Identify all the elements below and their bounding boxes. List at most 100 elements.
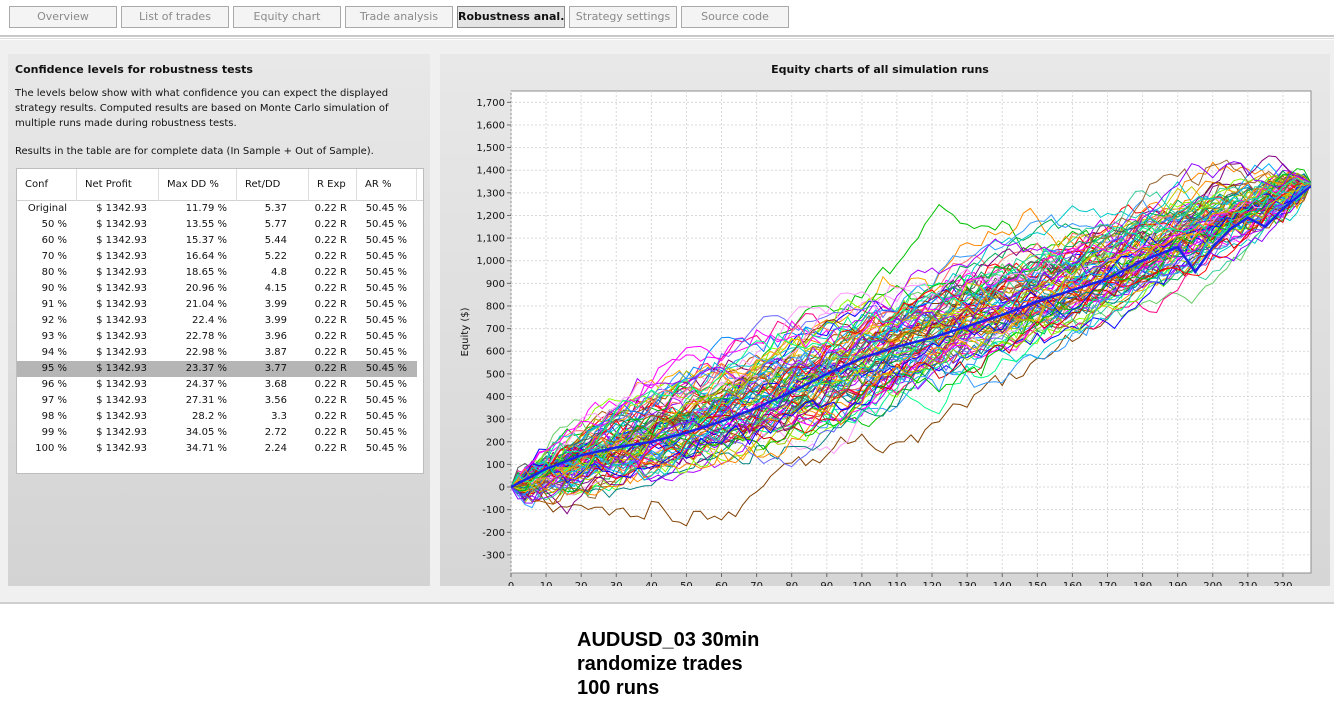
table-row[interactable]: 96 % $ 1342.93 24.37 % 3.68 0.22 R 50.45 % xyxy=(17,377,417,393)
x-tick-label: 190 xyxy=(1168,581,1187,586)
table-cell: 3.56 xyxy=(264,395,287,406)
table-row[interactable]: 91 % $ 1342.93 21.04 % 3.99 0.22 R 50.45 % xyxy=(17,297,417,313)
simulation-run-line xyxy=(511,174,1311,491)
simulation-run-line xyxy=(511,178,1311,488)
table-row[interactable]: 93 % $ 1342.93 22.78 % 3.96 0.22 R 50.45 % xyxy=(17,329,417,345)
x-tick-label: 130 xyxy=(958,581,977,586)
table-cell: 5.44 xyxy=(264,235,287,246)
simulation-run-line xyxy=(511,177,1311,488)
table-cell: 0.22 R xyxy=(314,267,347,278)
tab-trade-analysis[interactable]: Trade analysis xyxy=(345,6,453,28)
x-tick-label: 220 xyxy=(1273,581,1292,586)
table-cell: 23.37 % xyxy=(185,363,227,374)
caption: AUDUSD_03 30min randomize trades 100 run… xyxy=(577,628,759,700)
table-cell: 0.22 R xyxy=(314,299,347,310)
column-header[interactable]: R Exp xyxy=(309,169,357,201)
table-cell: 0.22 R xyxy=(314,395,347,406)
table-cell: $ 1342.93 xyxy=(96,251,147,262)
y-tick-label: 1,600 xyxy=(476,120,505,131)
table-cell: 0.22 R xyxy=(314,411,347,422)
y-tick-label: 1,300 xyxy=(476,188,505,199)
column-header[interactable]: Ret/DD xyxy=(237,169,309,201)
table-cell: 0.22 R xyxy=(314,315,347,326)
simulation-run-line xyxy=(511,174,1311,490)
y-tick-label: 100 xyxy=(486,460,505,471)
simulation-run-line xyxy=(511,179,1311,490)
table-row[interactable]: 90 % $ 1342.93 20.96 % 4.15 0.22 R 50.45 % xyxy=(17,281,417,297)
y-tick-label: 600 xyxy=(486,347,505,358)
column-header[interactable]: AR % xyxy=(357,169,417,201)
table-cell: 94 % xyxy=(41,347,67,358)
y-tick-label: -100 xyxy=(482,505,505,516)
confidence-table[interactable]: Conf Net Profit Max DD % Ret/DD R Exp AR % Or… xyxy=(16,168,424,474)
table-cell: $ 1342.93 xyxy=(96,299,147,310)
table-cell: 3.3 xyxy=(271,411,287,422)
x-tick-label: 60 xyxy=(715,581,728,586)
table-row[interactable]: 97 % $ 1342.93 27.31 % 3.56 0.22 R 50.45 % xyxy=(17,393,417,409)
table-cell: 92 % xyxy=(41,315,67,326)
tab-overview[interactable]: Overview xyxy=(9,6,117,28)
column-header[interactable]: Max DD % xyxy=(159,169,237,201)
table-cell: 5.77 xyxy=(264,219,287,230)
table-cell: 50.45 % xyxy=(365,395,407,406)
table-row[interactable]: 100 % $ 1342.93 34.71 % 2.24 0.22 R 50.45 % xyxy=(17,441,417,457)
simulation-run-line xyxy=(511,155,1311,515)
y-tick-label: 500 xyxy=(486,369,505,380)
column-header[interactable]: Net Profit xyxy=(77,169,159,201)
y-axis-label: Equity ($) xyxy=(460,307,471,356)
table-row[interactable]: 92 % $ 1342.93 22.4 % 3.99 0.22 R 50.45 % xyxy=(17,313,417,329)
equity-chart-panel: Equity charts of all simulation runs 0 10… xyxy=(440,54,1330,586)
tab-equity-chart[interactable]: Equity chart xyxy=(233,6,341,28)
table-cell: 3.77 xyxy=(264,363,287,374)
simulation-run-line xyxy=(511,159,1311,493)
table-row[interactable]: 50 % $ 1342.93 13.55 % 5.77 0.22 R 50.45 % xyxy=(17,217,417,233)
simulation-run-line xyxy=(511,173,1311,501)
y-tick-label: 200 xyxy=(486,437,505,448)
y-tick-label: 1,100 xyxy=(476,234,505,245)
table-cell: 50.45 % xyxy=(365,267,407,278)
tab-list-of-trades[interactable]: List of trades xyxy=(121,6,229,28)
table-cell: 98 % xyxy=(41,411,67,422)
simulation-run-line xyxy=(511,181,1311,488)
simulation-run-line xyxy=(511,181,1311,488)
table-cell: 99 % xyxy=(41,427,67,438)
x-tick-label: 170 xyxy=(1098,581,1117,586)
table-row[interactable]: 95 % $ 1342.93 23.37 % 3.77 0.22 R 50.45 % xyxy=(17,361,417,377)
table-row[interactable]: Original $ 1342.93 11.79 % 5.37 0.22 R 50.45 … xyxy=(17,201,417,217)
table-row[interactable]: 94 % $ 1342.93 22.98 % 3.87 0.22 R 50.45 % xyxy=(17,345,417,361)
table-cell: 80 % xyxy=(41,267,67,278)
table-row[interactable]: 99 % $ 1342.93 34.05 % 2.72 0.22 R 50.45 % xyxy=(17,425,417,441)
table-cell: 22.98 % xyxy=(185,347,227,358)
x-tick-label: 80 xyxy=(785,581,798,586)
tab-bar: Overview List of trades Equity chart Trade … xyxy=(0,0,1334,36)
y-tick-label: 0 xyxy=(499,483,505,494)
table-cell: 11.79 % xyxy=(185,203,227,214)
table-cell: 22.4 % xyxy=(192,315,227,326)
tab-robustness-anal[interactable]: Robustness anal... xyxy=(457,6,565,28)
table-cell: 50.45 % xyxy=(365,347,407,358)
table-cell: 0.22 R xyxy=(314,443,347,454)
table-cell: 2.72 xyxy=(264,427,287,438)
table-row[interactable]: 60 % $ 1342.93 15.37 % 5.44 0.22 R 50.45 % xyxy=(17,233,417,249)
tab-source-code[interactable]: Source code xyxy=(681,6,789,28)
table-cell: 95 % xyxy=(41,363,67,374)
equity-chart: 0 10 20 30 40 50 60 70 80 90 100 110 120 130 140 150 160… xyxy=(460,90,1312,586)
original-run-line xyxy=(511,185,1311,489)
table-cell: 50.45 % xyxy=(365,203,407,214)
table-row[interactable]: 98 % $ 1342.93 28.2 % 3.3 0.22 R 50.45 % xyxy=(17,409,417,425)
table-row[interactable]: 70 % $ 1342.93 16.64 % 5.22 0.22 R 50.45 % xyxy=(17,249,417,265)
table-cell: 0.22 R xyxy=(314,219,347,230)
y-tick-label: 1,000 xyxy=(476,256,505,267)
table-cell: 50.45 % xyxy=(365,363,407,374)
table-cell: 50.45 % xyxy=(365,283,407,294)
table-cell: $ 1342.93 xyxy=(96,203,147,214)
table-cell: 0.22 R xyxy=(314,363,347,374)
tab-strategy-settings[interactable]: Strategy settings xyxy=(569,6,677,28)
caption-line-method: randomize trades xyxy=(577,653,743,675)
table-cell: $ 1342.93 xyxy=(96,427,147,438)
x-tick-label: 50 xyxy=(680,581,693,586)
table-cell: 13.55 % xyxy=(185,219,227,230)
x-tick-label: 0 xyxy=(508,581,514,586)
column-header[interactable]: Conf xyxy=(17,169,77,201)
table-row[interactable]: 80 % $ 1342.93 18.65 % 4.8 0.22 R 50.45 % xyxy=(17,265,417,281)
